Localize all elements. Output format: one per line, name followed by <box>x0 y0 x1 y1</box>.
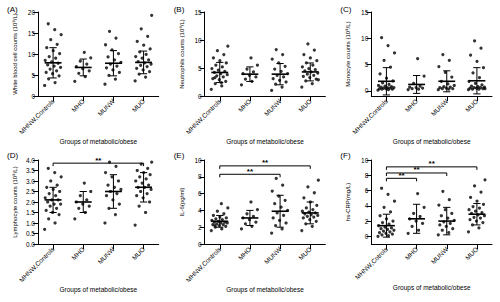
svg-text:MHNW,Controls: MHNW,Controls <box>18 97 56 135</box>
svg-text:(E): (E) <box>174 151 185 160</box>
svg-text:8: 8 <box>198 173 202 180</box>
svg-text:MHNW,Controls: MHNW,Controls <box>18 245 56 283</box>
svg-text:MHO: MHO <box>237 98 253 114</box>
svg-text:**: ** <box>398 171 405 180</box>
svg-text:MUO: MUO <box>464 98 480 114</box>
svg-text:10: 10 <box>28 51 36 58</box>
svg-text:4.0: 4.0 <box>26 157 35 164</box>
svg-text:(B): (B) <box>174 5 185 14</box>
svg-text:MUNW: MUNW <box>96 97 116 117</box>
svg-text:MUNW: MUNW <box>430 245 450 265</box>
svg-text:6: 6 <box>198 190 202 197</box>
svg-text:MUO: MUO <box>464 246 480 262</box>
svg-text:0: 0 <box>31 93 35 100</box>
svg-text:MUNW: MUNW <box>430 97 450 117</box>
svg-text:0.0: 0.0 <box>26 241 35 248</box>
svg-text:MUNW: MUNW <box>263 245 283 265</box>
svg-text:Groups of metabolic/obese: Groups of metabolic/obese <box>226 138 304 146</box>
svg-text:Neutrophils counts (10⁹/L): Neutrophils counts (10⁹/L) <box>179 19 185 89</box>
svg-text:MHO: MHO <box>70 98 86 114</box>
svg-text:MHNW,Controls: MHNW,Controls <box>351 97 389 135</box>
svg-text:MHNW,Controls: MHNW,Controls <box>184 97 222 135</box>
svg-text:**: ** <box>262 158 269 167</box>
svg-text:MHO: MHO <box>403 98 419 114</box>
svg-text:(F): (F) <box>340 151 351 160</box>
svg-text:White blood cell counts (10⁹/L: White blood cell counts (10⁹/L) <box>12 13 18 95</box>
svg-text:MUO: MUO <box>130 246 146 262</box>
svg-text:(A): (A) <box>7 5 18 14</box>
svg-text:MHO: MHO <box>237 246 253 262</box>
svg-text:MHNW,Controls: MHNW,Controls <box>184 245 222 283</box>
svg-text:MHO: MHO <box>70 246 86 262</box>
svg-text:Groups of metabolic/obese: Groups of metabolic/obese <box>393 284 471 292</box>
svg-text:2: 2 <box>198 224 202 231</box>
svg-text:Groups of metabolic/obese: Groups of metabolic/obese <box>59 138 137 146</box>
svg-text:5: 5 <box>31 72 35 79</box>
svg-text:10: 10 <box>361 157 369 164</box>
svg-text:Groups of metabolic/obese: Groups of metabolic/obese <box>393 138 471 146</box>
svg-text:IL-6(pg/ml): IL-6(pg/ml) <box>179 187 185 216</box>
svg-text:1.5: 1.5 <box>26 209 35 216</box>
svg-text:**: ** <box>429 159 436 168</box>
svg-text:2: 2 <box>365 218 369 225</box>
svg-text:0: 0 <box>365 87 369 94</box>
svg-text:4: 4 <box>365 202 369 209</box>
svg-text:1.0: 1.0 <box>26 220 35 227</box>
svg-text:15: 15 <box>361 9 369 16</box>
svg-text:15: 15 <box>28 30 36 37</box>
svg-text:MUO: MUO <box>297 246 313 262</box>
svg-text:MUNW: MUNW <box>263 97 283 117</box>
svg-text:5: 5 <box>365 61 369 68</box>
svg-text:10: 10 <box>194 157 202 164</box>
svg-text:**: ** <box>247 167 254 176</box>
svg-text:MUO: MUO <box>297 98 313 114</box>
svg-text:15: 15 <box>194 9 202 16</box>
svg-text:4: 4 <box>198 207 202 214</box>
svg-text:8: 8 <box>365 172 369 179</box>
svg-text:3.5: 3.5 <box>26 167 35 174</box>
svg-text:0: 0 <box>365 233 369 240</box>
svg-text:10: 10 <box>194 37 202 44</box>
svg-text:Groups of metabolic/obese: Groups of metabolic/obese <box>59 286 137 294</box>
svg-text:0: 0 <box>198 241 202 248</box>
svg-text:5: 5 <box>198 65 202 72</box>
svg-text:MHNW,Cotrols: MHNW,Cotrols <box>354 245 390 281</box>
svg-text:Groups of metabolic/obese: Groups of metabolic/obese <box>226 286 304 294</box>
svg-text:0.5: 0.5 <box>26 230 35 237</box>
svg-text:hs-CRP(mg/L): hs-CRP(mg/L) <box>345 183 351 221</box>
svg-text:(C): (C) <box>340 5 351 14</box>
svg-text:**: ** <box>95 156 102 165</box>
svg-text:MUO: MUO <box>130 98 146 114</box>
svg-text:Lymphocyte counts (10⁹/L): Lymphocyte counts (10⁹/L) <box>12 166 18 237</box>
svg-text:3.0: 3.0 <box>26 178 35 185</box>
svg-text:(D): (D) <box>7 151 18 160</box>
svg-text:10: 10 <box>361 35 369 42</box>
svg-text:2.5: 2.5 <box>26 188 35 195</box>
svg-text:MUNW: MUNW <box>96 245 116 265</box>
svg-text:0: 0 <box>198 93 202 100</box>
svg-text:6: 6 <box>365 187 369 194</box>
svg-text:MHO: MHO <box>403 246 419 262</box>
svg-text:20: 20 <box>28 9 36 16</box>
svg-text:Monocyte counts (10⁹/L): Monocyte counts (10⁹/L) <box>345 21 351 86</box>
svg-text:2.0: 2.0 <box>26 199 35 206</box>
